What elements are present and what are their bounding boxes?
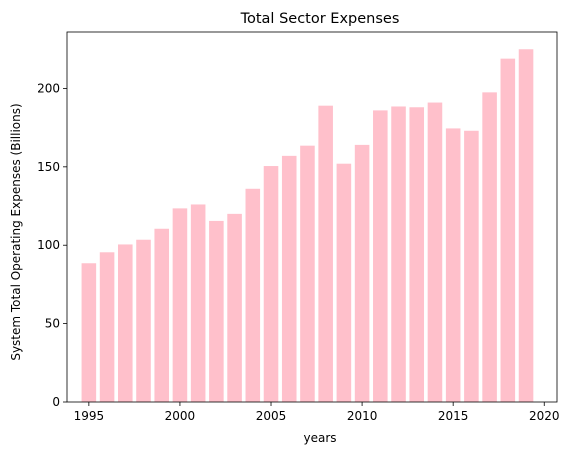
- bar-1997: [118, 244, 133, 402]
- bar-2004: [245, 188, 261, 402]
- bar-2012: [391, 106, 406, 402]
- x-tick-label: 2010: [347, 409, 378, 423]
- bar-2000: [172, 208, 188, 402]
- y-tick-label: 200: [37, 81, 60, 95]
- y-tick-label: 50: [45, 317, 60, 331]
- bar-1998: [136, 239, 151, 402]
- bar-1995: [81, 263, 97, 402]
- bar-2003: [227, 213, 242, 402]
- bar-2010: [354, 144, 370, 403]
- bar-2015: [445, 128, 461, 402]
- bar-2005: [263, 166, 279, 402]
- bar-2002: [209, 220, 224, 402]
- bar-2008: [318, 105, 333, 403]
- x-tick-label: 2005: [256, 409, 287, 423]
- bar-2019: [518, 49, 534, 403]
- bar-2011: [373, 110, 388, 402]
- bars-group: [81, 49, 534, 403]
- x-tick-label: 2000: [165, 409, 196, 423]
- x-axis-ticks: 1995 2000 2005 2010 2015 2020: [74, 402, 560, 423]
- bar-2014: [427, 102, 443, 403]
- bar-2018: [500, 58, 516, 403]
- y-tick-label: 150: [37, 160, 60, 174]
- y-tick-label: 100: [37, 238, 60, 252]
- chart-title: Total Sector Expenses: [240, 11, 400, 27]
- x-axis-label: years: [303, 431, 336, 445]
- bar-2007: [300, 145, 315, 402]
- bar-2001: [190, 204, 206, 402]
- x-tick-label: 2015: [438, 409, 469, 423]
- y-axis-label: System Total Operating Expenses (Billion…: [9, 103, 23, 360]
- y-axis-ticks: 0 50 100 150 200: [37, 81, 67, 409]
- plot-area-frame: [66, 31, 558, 403]
- bar-2013: [409, 107, 425, 402]
- bar-2017: [482, 92, 497, 402]
- y-tick-label: 0: [52, 395, 60, 409]
- x-tick-label: 1995: [74, 409, 105, 423]
- bar-1996: [99, 252, 115, 402]
- bar-2009: [336, 163, 352, 402]
- bar-2016: [464, 130, 479, 402]
- bar-1999: [154, 228, 170, 402]
- x-tick-label: 2020: [529, 409, 560, 423]
- bar-2006: [281, 155, 297, 402]
